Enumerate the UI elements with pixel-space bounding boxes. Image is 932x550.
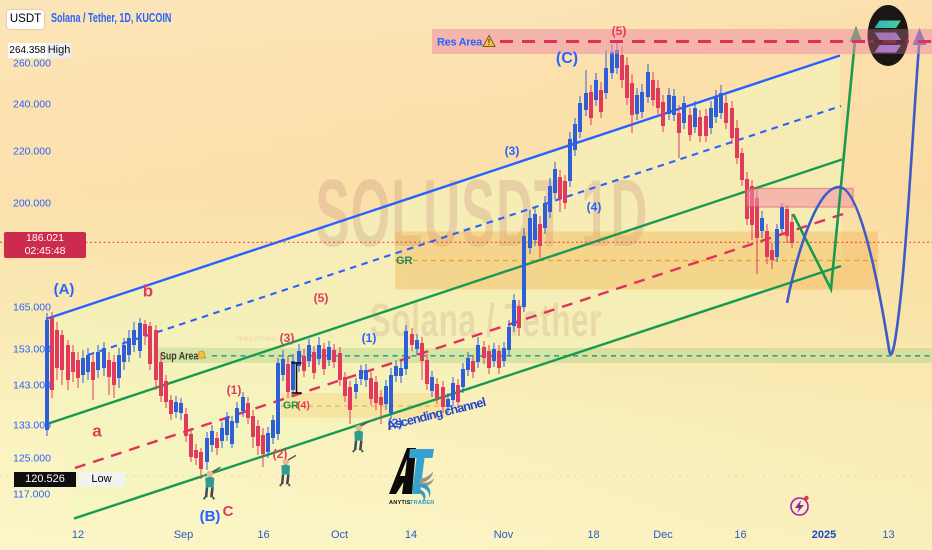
svg-text:7KB3 OTNBA: 7KB3 OTNBA	[236, 336, 277, 343]
svg-text:200.000: 200.000	[13, 198, 51, 210]
svg-text:Oct: Oct	[331, 529, 348, 541]
svg-text:(5): (5)	[612, 24, 627, 38]
svg-text:Res Area: Res Area	[437, 37, 483, 49]
svg-text:117.000: 117.000	[13, 489, 50, 501]
svg-text:18: 18	[587, 529, 599, 541]
svg-text:(3): (3)	[505, 144, 520, 158]
svg-text:GR: GR	[283, 400, 299, 412]
svg-text:Sep: Sep	[174, 529, 194, 541]
svg-text:(B): (B)	[200, 508, 221, 525]
svg-text:153.000: 153.000	[13, 344, 51, 356]
svg-text:2025: 2025	[812, 529, 836, 541]
svg-text:b: b	[143, 281, 153, 300]
svg-text:(5): (5)	[314, 291, 329, 305]
svg-text:133.000: 133.000	[13, 420, 51, 432]
svg-text:13: 13	[882, 529, 894, 541]
svg-text:Nov: Nov	[494, 529, 514, 541]
svg-text:220.000: 220.000	[13, 146, 51, 158]
svg-text:TRADER: TRADER	[410, 500, 435, 506]
svg-text:143.000: 143.000	[13, 380, 51, 392]
svg-text:a: a	[92, 421, 102, 440]
svg-text:!: !	[488, 38, 491, 47]
svg-text:(C): (C)	[556, 50, 578, 67]
svg-text:(1): (1)	[362, 331, 377, 345]
svg-text:16: 16	[257, 529, 269, 541]
svg-text:165.000: 165.000	[13, 302, 51, 314]
svg-text:16: 16	[734, 529, 746, 541]
svg-text:Sup Area: Sup Area	[160, 351, 199, 363]
svg-text:SOLUSDT 1D: SOLUSDT 1D	[316, 160, 649, 267]
svg-text:240.000: 240.000	[13, 99, 51, 111]
svg-text:(3): (3)	[280, 331, 295, 345]
svg-text:(4): (4)	[587, 200, 602, 214]
svg-text:(1): (1)	[227, 383, 242, 397]
svg-text:(A): (A)	[54, 281, 75, 298]
svg-text:C: C	[223, 503, 234, 520]
svg-text:(4): (4)	[297, 400, 310, 412]
svg-text:125.000: 125.000	[13, 453, 51, 465]
svg-text:GR: GR	[396, 255, 413, 267]
svg-text:ANYTIS: ANYTIS	[389, 500, 411, 506]
svg-text:(2): (2)	[273, 447, 288, 461]
svg-text:260.000: 260.000	[13, 58, 51, 70]
svg-text:Dec: Dec	[653, 529, 673, 541]
svg-text:14: 14	[405, 529, 417, 541]
svg-text:(2): (2)	[388, 416, 403, 430]
svg-text:12: 12	[72, 529, 84, 541]
